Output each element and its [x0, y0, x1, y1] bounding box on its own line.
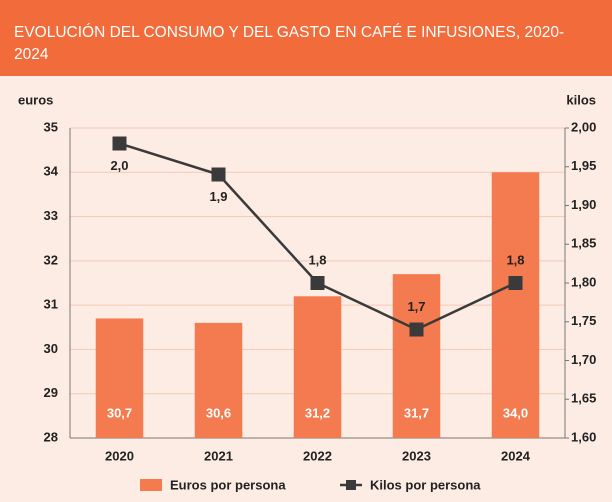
- bar-value-label: 31,2: [305, 405, 330, 420]
- y-tick-label: 31: [44, 297, 58, 312]
- y2-tick-label: 1,90: [571, 197, 596, 212]
- x-tick-label: 2020: [105, 448, 134, 463]
- y-tick-label: 34: [44, 164, 59, 179]
- y-tick-label: 33: [44, 208, 58, 223]
- y2-axis-label: kilos: [566, 92, 596, 107]
- y2-tick-label: 1,95: [571, 158, 596, 173]
- bar: [392, 274, 441, 438]
- line-value-label: 1,8: [506, 252, 524, 267]
- line-marker: [508, 276, 523, 290]
- chart-title: EVOLUCIÓN DEL CONSUMO Y DEL GASTO EN CAF…: [14, 24, 565, 63]
- y-tick-label: 30: [44, 341, 58, 356]
- y2-tick-label: 2,00: [571, 119, 596, 134]
- y-axis-label: euros: [18, 92, 53, 107]
- bar-value-label: 31,7: [404, 405, 429, 420]
- x-tick-label: 2024: [501, 448, 531, 463]
- legend-label: Kilos por persona: [370, 477, 481, 492]
- line-value-label: 1,8: [308, 252, 326, 267]
- bar: [491, 172, 540, 439]
- line-marker: [211, 167, 226, 182]
- line-value-label: 1,7: [407, 299, 425, 314]
- legend-swatch: [140, 479, 162, 491]
- y2-tick-label: 1,85: [571, 236, 596, 251]
- bar: [95, 318, 144, 438]
- x-tick-label: 2021: [204, 448, 233, 463]
- y2-tick-label: 1,60: [571, 429, 596, 444]
- y-tick-label: 35: [44, 119, 58, 134]
- x-tick-label: 2023: [402, 448, 431, 463]
- line-marker: [112, 136, 127, 151]
- y-tick-label: 29: [44, 385, 58, 400]
- bar: [194, 322, 243, 438]
- line-marker: [409, 322, 424, 337]
- legend-swatch: [346, 480, 356, 490]
- y-tick-label: 28: [44, 429, 58, 444]
- line-value-label: 1,9: [209, 189, 227, 204]
- y2-tick-label: 1,70: [571, 352, 596, 367]
- x-tick-label: 2022: [303, 448, 332, 463]
- y2-tick-label: 1,75: [571, 313, 596, 328]
- y-tick-label: 32: [44, 252, 58, 267]
- bar-value-label: 30,6: [206, 405, 231, 420]
- y2-tick-label: 1,65: [571, 391, 596, 406]
- line-marker: [310, 276, 325, 290]
- bar-value-label: 30,7: [107, 405, 132, 420]
- bar-value-label: 34,0: [503, 405, 528, 420]
- header: [0, 0, 612, 76]
- y2-tick-label: 1,80: [571, 274, 596, 289]
- legend-label: Euros por persona: [170, 477, 286, 492]
- bar: [293, 296, 342, 438]
- line-value-label: 2,0: [110, 158, 128, 173]
